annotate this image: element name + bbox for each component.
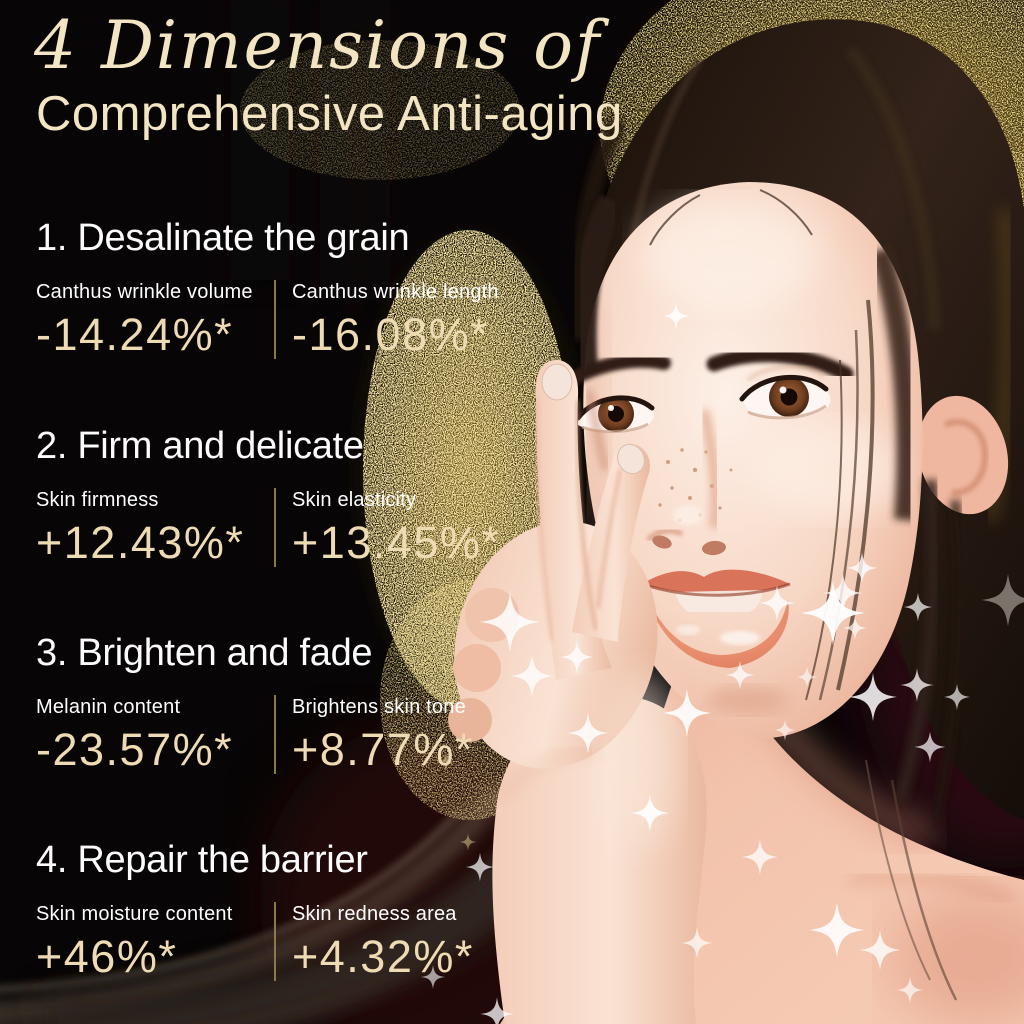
- metric: Brightens skin tone +8.77%*: [292, 695, 474, 774]
- model-ear: [917, 395, 1009, 515]
- hair-strands: [570, 189, 965, 1001]
- metric-value: -14.24%*: [36, 309, 234, 360]
- section-heading: 3. Brighten and fade: [36, 632, 373, 674]
- metric-label: Brightens skin tone: [292, 696, 466, 718]
- section-brighten: 3. Brighten and fade Melanin content -23…: [36, 633, 516, 774]
- metric-label: Melanin content: [36, 696, 181, 718]
- metric: Melanin content -23.57%*: [36, 695, 274, 774]
- metric-label: Canthus wrinkle length: [292, 281, 499, 303]
- metric-value: +4.32%*: [292, 931, 474, 982]
- metric-value: +46%*: [36, 931, 178, 982]
- metric-label: Skin moisture content: [36, 903, 233, 925]
- metric-value: +12.43%*: [36, 517, 245, 568]
- metrics-row: Skin moisture content +46%* Skin redness…: [36, 902, 516, 981]
- swirl-streaks: [0, 783, 559, 1024]
- section-heading: 4. Repair the barrier: [36, 839, 368, 881]
- metric-value: -16.08%*: [292, 309, 490, 360]
- metric: Skin elasticity +13.45%*: [292, 488, 500, 567]
- metric: Canthus wrinkle volume -14.24%*: [36, 280, 274, 359]
- right-eyebrow: [706, 347, 854, 382]
- section-heading: 1. Desalinate the grain: [36, 217, 410, 259]
- vertical-divider: [274, 488, 276, 567]
- metric-value: -23.57%*: [36, 724, 234, 775]
- fingernail: [617, 443, 645, 475]
- nose: [646, 408, 726, 556]
- section-desalinate: 1. Desalinate the grain Canthus wrinkle …: [36, 218, 516, 359]
- metric-label: Skin firmness: [36, 489, 159, 511]
- metrics-row: Melanin content -23.57%* Brightens skin …: [36, 695, 516, 774]
- metric-label: Canthus wrinkle volume: [36, 281, 253, 303]
- metrics-row: Skin firmness +12.43%* Skin elasticity +…: [36, 488, 516, 567]
- section-firm: 2. Firm and delicate Skin firmness +12.4…: [36, 426, 516, 567]
- section-heading: 2. Firm and delicate: [36, 425, 364, 467]
- section-repair: 4. Repair the barrier Skin moisture cont…: [36, 840, 516, 981]
- lips: [641, 569, 791, 668]
- vertical-divider: [274, 280, 276, 359]
- title-script: 4 Dimensions of: [34, 7, 602, 84]
- metric: Skin redness area +4.32%*: [292, 902, 474, 981]
- right-eye: [739, 364, 831, 420]
- metric-value: +13.45%*: [292, 517, 501, 568]
- fingernail: [541, 363, 573, 401]
- vertical-divider: [274, 902, 276, 981]
- metrics-row: Canthus wrinkle volume -14.24%* Canthus …: [36, 280, 516, 359]
- metric: Skin moisture content +46%*: [36, 902, 274, 981]
- title-main: Comprehensive Anti-aging: [36, 87, 623, 141]
- metric: Skin firmness +12.43%*: [36, 488, 274, 567]
- metric-value: +8.77%*: [292, 724, 474, 775]
- metric: Canthus wrinkle length -16.08%*: [292, 280, 499, 359]
- metric-label: Skin elasticity: [292, 489, 417, 511]
- metric-label: Skin redness area: [292, 903, 457, 925]
- vertical-divider: [274, 695, 276, 774]
- model-hand: [448, 360, 707, 1024]
- chin-shadow: [708, 686, 788, 714]
